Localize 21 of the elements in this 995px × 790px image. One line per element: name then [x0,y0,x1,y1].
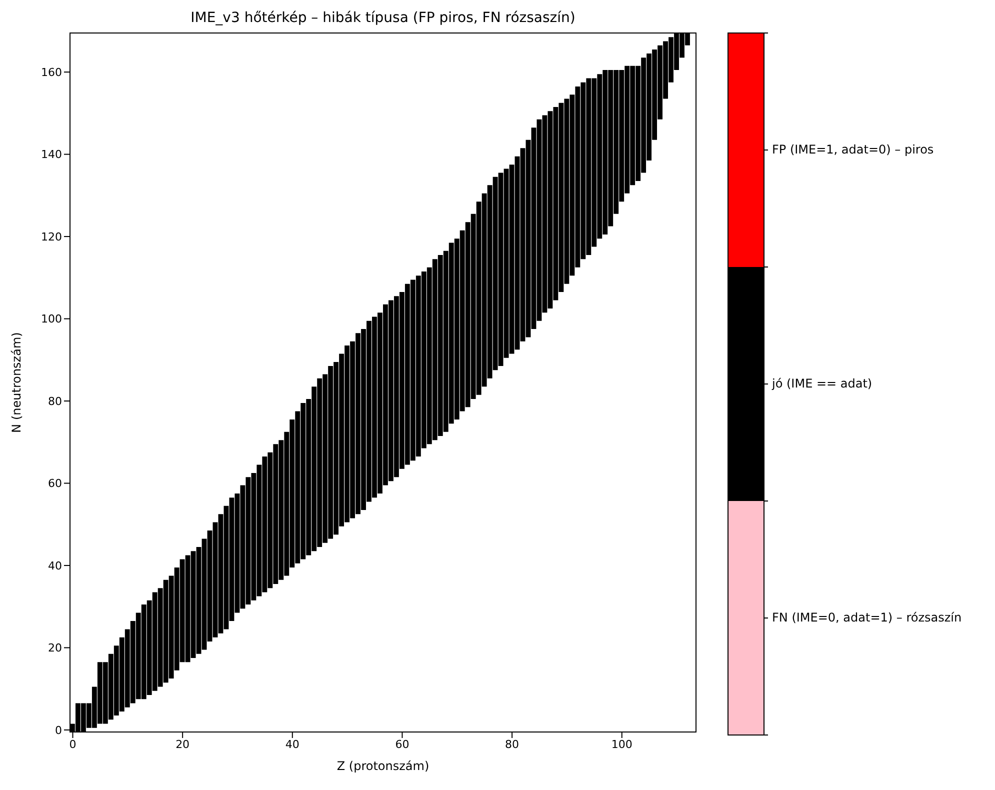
y-tick-label: 20 [48,642,62,655]
y-tick-label: 100 [41,312,62,326]
y-tick-label: 120 [41,230,62,244]
x-axis-title: Z (protonszám) [336,759,430,773]
x-tick-label: 100 [611,738,632,751]
y-tick-label: 160 [41,66,62,79]
y-tick-label: 80 [48,394,62,408]
y-tick-label: 40 [48,559,62,572]
y-tick-label: 0 [55,724,62,737]
text: FP (IME=1, adat=0) – piros [772,142,934,156]
x-tick-label: 40 [285,738,300,751]
x-tick-label: 20 [176,738,190,751]
y-axis-title: N (neutronszám) [9,332,24,433]
x-tick-label: 80 [505,738,520,751]
chart-title: IME_v3 hőtérkép – hibák típusa (FP piros, FN rózsaszín) [190,10,576,26]
y-tick-label: 140 [41,148,62,162]
text: FN (IME=0, adat=1) – rózsaszín [772,610,962,624]
text: jó (IME == adat) [771,376,872,390]
y-tick-label: 60 [48,477,62,490]
x-tick-label: 60 [395,738,410,751]
x-tick-label: 0 [69,738,76,751]
